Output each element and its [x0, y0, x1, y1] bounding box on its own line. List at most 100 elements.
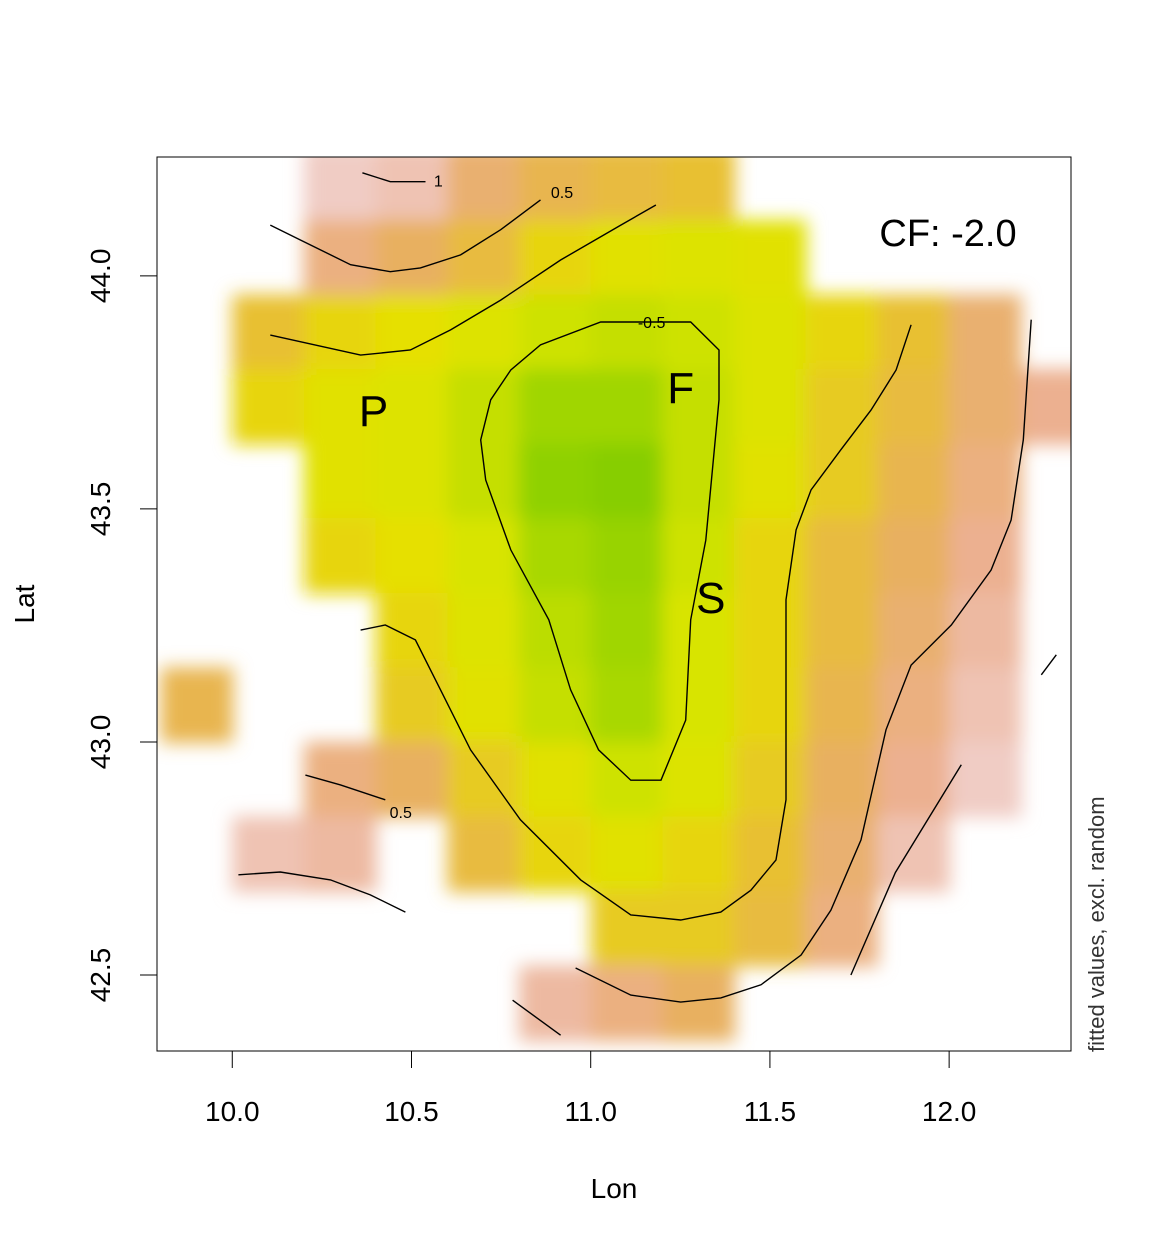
heatmap-cell [734, 443, 807, 520]
heatmap-cell [734, 667, 807, 743]
heatmap-cell [590, 965, 664, 1042]
heatmap-cell [519, 294, 592, 371]
heatmap-cell [877, 741, 951, 818]
heatmap-cell [662, 219, 736, 296]
heatmap-cell [232, 294, 305, 371]
heatmap-cell [662, 294, 736, 371]
side-text: fitted values, excl. random [1084, 796, 1109, 1052]
x-tick-label: 10.0 [205, 1096, 260, 1127]
heatmap-cell [375, 592, 449, 669]
heatmap-cell [590, 518, 664, 594]
heatmap-cell [375, 294, 449, 371]
heatmap-cell [949, 518, 1022, 594]
heatmap-cell [590, 294, 664, 371]
contour-lines: -0.5 0.5 0.5 1 [238, 172, 1057, 1036]
heatmap-cell [1020, 369, 1071, 445]
heatmap-cell [877, 816, 951, 893]
heatmap-cell [805, 816, 879, 893]
x-tick-label: 11.5 [744, 1096, 796, 1127]
heatmap-cell [734, 816, 807, 893]
x-tick-label: 10.5 [384, 1096, 439, 1127]
heatmap-cell [877, 443, 951, 520]
site-label: F [667, 364, 694, 413]
heatmap-cell [805, 891, 879, 967]
heatmap-cell [734, 219, 807, 296]
heatmap-cell [590, 443, 664, 520]
heatmap-cell [805, 667, 879, 743]
y-tick-label: 43.5 [85, 482, 116, 537]
heatmap-cell [519, 592, 592, 669]
heatmap-cell [590, 592, 664, 669]
x-axis-label: Lon [591, 1173, 638, 1204]
heatmap-cell [662, 369, 736, 445]
heatmap-cell [949, 294, 1022, 371]
heatmap-cell [375, 369, 449, 445]
y-tick-label: 44.0 [85, 249, 116, 304]
heatmap-cell [447, 294, 521, 371]
heatmap-cell [447, 219, 521, 296]
heatmap-cell [877, 592, 951, 669]
heatmap-cell [232, 816, 305, 893]
contour-line [1040, 654, 1057, 676]
y-axis-label: Lat [9, 584, 40, 623]
y-tick-label: 42.5 [85, 948, 116, 1003]
heatmap-cell [734, 369, 807, 445]
heatmap-cell [590, 369, 664, 445]
heatmap-cell [662, 157, 736, 221]
heatmap-cell [590, 816, 664, 893]
contour-label: 0.5 [390, 805, 412, 822]
heatmap-cell [590, 667, 664, 743]
heatmap-cell [160, 667, 234, 743]
contour-line [360, 324, 912, 921]
heatmap-cell [447, 816, 521, 893]
contour-line [269, 199, 541, 273]
heatmap-cell [303, 518, 377, 594]
y-tick-label: 43.0 [85, 715, 116, 770]
heatmap-cell [447, 518, 521, 594]
heatmap-cell [303, 816, 377, 893]
contour-line [238, 871, 406, 913]
x-tick-label: 12.0 [922, 1096, 977, 1127]
site-label: S [696, 574, 725, 623]
heatmap-cell [303, 219, 377, 296]
heatmap-cell [949, 667, 1022, 743]
contour-line [270, 204, 657, 356]
heatmap-cell [303, 741, 377, 818]
heatmap-cell [877, 294, 951, 371]
contour-label: 0.5 [551, 185, 573, 202]
heatmap-cell [662, 592, 736, 669]
heatmap-cell [375, 219, 449, 296]
heatmap-cell [805, 369, 879, 445]
heatmap-cell [805, 294, 879, 371]
heatmap-cell [303, 443, 377, 520]
heatmap-cell [375, 741, 449, 818]
heatmap-cell [662, 667, 736, 743]
heatmap-cell [877, 518, 951, 594]
heatmap-cell [375, 667, 449, 743]
heatmap-cell [662, 741, 736, 818]
heatmap-cell [303, 294, 377, 371]
heatmap-cell [303, 369, 377, 445]
heatmap-cell [303, 157, 377, 221]
heatmap-cell [375, 157, 449, 221]
heatmap-cell [949, 592, 1022, 669]
contour-line [850, 764, 962, 976]
heatmap-cell [662, 518, 736, 594]
heatmap-cell [805, 518, 879, 594]
heatmap-cell [519, 667, 592, 743]
heatmap-cell [949, 443, 1022, 520]
heatmap-cell [232, 369, 305, 445]
contour-label: 1 [434, 173, 443, 190]
contour-line [479, 321, 720, 781]
corner-text: CF: -2.0 [879, 213, 1016, 255]
heatmap-cell [519, 518, 592, 594]
heatmap-cell [877, 667, 951, 743]
heatmap-cell [662, 891, 736, 967]
x-tick-label: 11.0 [564, 1096, 616, 1127]
heatmap-cell [447, 369, 521, 445]
contour-line [305, 774, 386, 801]
heatmap-cell [734, 294, 807, 371]
heatmap-cell [662, 965, 736, 1042]
heatmap-cell [590, 157, 664, 221]
